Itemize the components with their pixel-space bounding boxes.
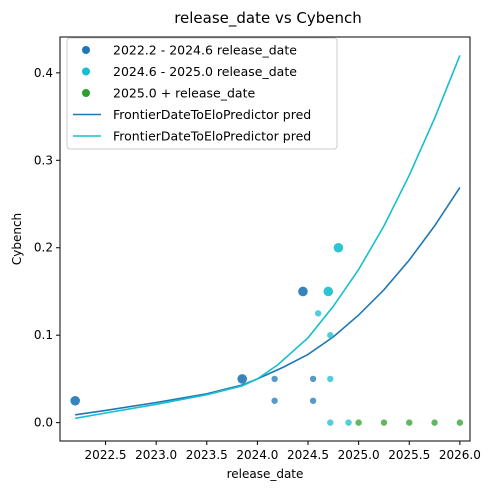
data-point-series-2 bbox=[327, 331, 334, 339]
chart-title: release_date vs Cybench bbox=[174, 9, 362, 28]
legend-marker-dot bbox=[82, 89, 90, 97]
data-point-series-1 bbox=[298, 286, 308, 297]
x-tick-label: 2026.0 bbox=[439, 448, 481, 462]
legend-marker-dot bbox=[82, 46, 90, 54]
legend-label: 2024.6 - 2025.0 release_date bbox=[113, 64, 297, 79]
data-point-series-3 bbox=[406, 419, 413, 426]
data-point-series-3 bbox=[431, 419, 438, 426]
data-point-series-1 bbox=[70, 395, 80, 406]
x-tick-label: 2025.0 bbox=[338, 448, 380, 462]
x-axis-label: release_date bbox=[227, 467, 304, 481]
data-point-series-2 bbox=[314, 310, 322, 317]
legend-label: FrontierDateToEloPredictor pred bbox=[113, 129, 311, 144]
y-tick-label: 0.4 bbox=[34, 66, 53, 80]
y-axis: 0.0 0.1 0.2 0.3 0.4 bbox=[34, 66, 60, 430]
x-tick-label: 2025.5 bbox=[388, 448, 430, 462]
x-tick-label: 2024.0 bbox=[236, 448, 278, 462]
legend-label: 2025.0 + release_date bbox=[113, 86, 255, 101]
prediction-line-2 bbox=[75, 55, 461, 420]
plot-area bbox=[70, 55, 464, 426]
x-tick-label: 2022.5 bbox=[85, 448, 127, 462]
legend-label: FrontierDateToEloPredictor pred bbox=[113, 107, 311, 122]
y-tick-label: 0.3 bbox=[34, 153, 53, 167]
x-tick-label: 2023.0 bbox=[135, 448, 177, 462]
prediction-line-1 bbox=[75, 186, 461, 416]
data-point-series-2 bbox=[323, 286, 334, 297]
data-point-series-3 bbox=[355, 419, 362, 426]
data-point-series-2 bbox=[333, 242, 344, 253]
y-tick-label: 0.0 bbox=[34, 416, 53, 430]
data-point-series-3 bbox=[456, 419, 464, 426]
data-point-series-1 bbox=[271, 397, 278, 404]
y-tick-label: 0.1 bbox=[34, 328, 53, 342]
data-point-series-1 bbox=[309, 375, 317, 383]
data-point-series-1 bbox=[237, 374, 248, 384]
y-axis-label: Cybench bbox=[10, 213, 24, 265]
data-point-series-1 bbox=[309, 397, 317, 404]
legend-label: 2022.2 - 2024.6 release_date bbox=[113, 43, 297, 58]
plot-frame bbox=[59, 36, 471, 442]
data-point-series-2 bbox=[327, 375, 334, 383]
legend-box bbox=[66, 37, 338, 150]
y-tick-label: 0.2 bbox=[34, 241, 53, 255]
x-tick-label: 2024.5 bbox=[287, 448, 329, 462]
data-point-series-3 bbox=[380, 419, 388, 426]
data-point-series-2 bbox=[327, 419, 334, 426]
data-point-series-2 bbox=[345, 419, 352, 426]
legend-marker-dot bbox=[82, 67, 90, 76]
x-tick-label: 2023.5 bbox=[186, 448, 228, 462]
data-point-series-1 bbox=[271, 375, 278, 383]
x-axis: 2022.5 2023.0 2023.5 2024.0 2024.5 2025.0 2025… bbox=[85, 441, 481, 462]
legend: 2022.2 - 2024.6 release_date 2024.6 - 202… bbox=[66, 37, 338, 150]
